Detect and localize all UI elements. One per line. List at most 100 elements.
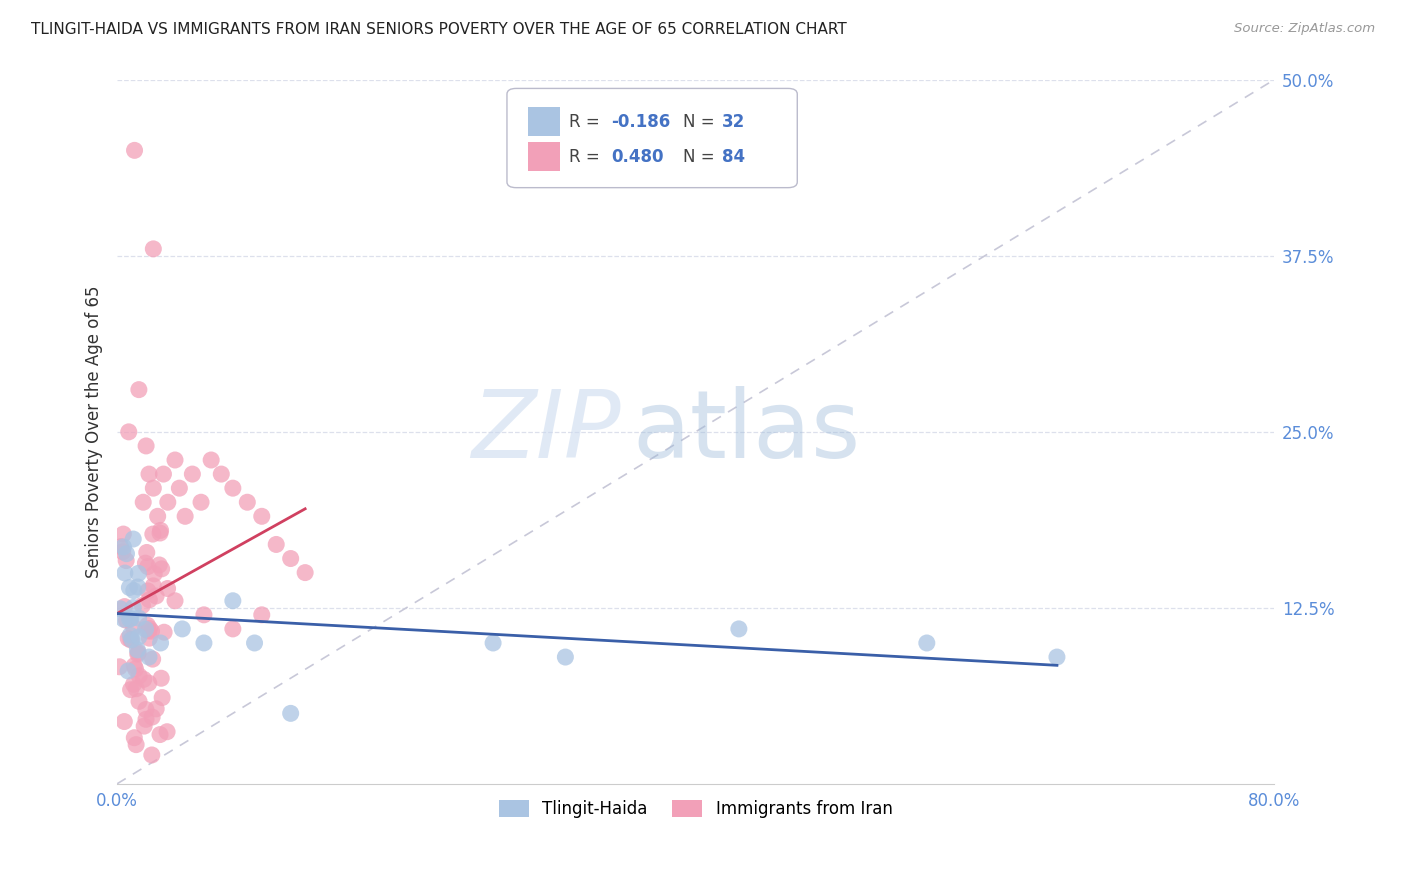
- Point: [124, 662, 146, 676]
- Text: TLINGIT-HAIDA VS IMMIGRANTS FROM IRAN SENIORS POVERTY OVER THE AGE OF 65 CORRELA: TLINGIT-HAIDA VS IMMIGRANTS FROM IRAN SE…: [31, 22, 846, 37]
- Point: [136, 618, 159, 632]
- Point: [141, 710, 163, 724]
- Point: [728, 622, 751, 636]
- Text: atlas: atlas: [631, 386, 860, 478]
- Point: [141, 624, 163, 639]
- Point: [112, 714, 135, 729]
- Point: [118, 612, 141, 626]
- Point: [150, 690, 173, 705]
- Point: [128, 383, 150, 397]
- Point: [128, 694, 150, 708]
- Point: [135, 439, 157, 453]
- Point: [280, 551, 302, 566]
- Point: [120, 682, 142, 697]
- Point: [127, 643, 149, 657]
- Bar: [527, 142, 560, 171]
- Point: [127, 646, 149, 660]
- Point: [122, 620, 145, 634]
- Point: [149, 524, 172, 538]
- Point: [146, 509, 169, 524]
- Point: [127, 647, 149, 661]
- Point: [122, 583, 145, 598]
- Point: [142, 579, 165, 593]
- Point: [135, 702, 157, 716]
- Point: [127, 580, 149, 594]
- Point: [124, 731, 146, 745]
- Point: [152, 467, 174, 481]
- Point: [135, 712, 157, 726]
- Point: [124, 144, 146, 158]
- Point: [127, 566, 149, 581]
- Point: [148, 558, 170, 572]
- Point: [141, 747, 163, 762]
- Point: [112, 527, 135, 541]
- Point: [120, 633, 142, 648]
- Point: [115, 553, 138, 567]
- Point: [110, 540, 132, 554]
- Point: [120, 611, 142, 625]
- Point: [264, 537, 287, 551]
- Point: [190, 495, 212, 509]
- Point: [125, 738, 148, 752]
- Point: [138, 622, 160, 636]
- Point: [163, 593, 186, 607]
- Text: Source: ZipAtlas.com: Source: ZipAtlas.com: [1234, 22, 1375, 36]
- Point: [142, 481, 165, 495]
- Point: [149, 526, 172, 541]
- Point: [150, 671, 173, 685]
- Point: [117, 632, 139, 646]
- Point: [153, 625, 176, 640]
- Point: [122, 532, 145, 546]
- Bar: [527, 107, 560, 136]
- Point: [222, 481, 245, 495]
- Point: [200, 453, 222, 467]
- Point: [174, 509, 197, 524]
- Point: [163, 453, 186, 467]
- Point: [222, 593, 245, 607]
- Point: [120, 628, 142, 642]
- Point: [193, 607, 215, 622]
- Point: [122, 677, 145, 691]
- Text: R =: R =: [569, 148, 606, 166]
- Point: [250, 509, 273, 524]
- Point: [135, 545, 157, 559]
- Point: [114, 599, 136, 614]
- Point: [125, 681, 148, 696]
- Point: [156, 724, 179, 739]
- Point: [132, 495, 155, 509]
- Point: [131, 599, 153, 613]
- Point: [294, 566, 316, 580]
- Point: [243, 636, 266, 650]
- Point: [138, 650, 160, 665]
- Point: [142, 652, 165, 666]
- Text: ZIP: ZIP: [471, 386, 620, 477]
- Text: 84: 84: [723, 148, 745, 166]
- Point: [138, 631, 160, 645]
- Point: [149, 636, 172, 650]
- Point: [193, 636, 215, 650]
- Point: [236, 495, 259, 509]
- Point: [112, 540, 135, 554]
- Point: [111, 544, 134, 558]
- Point: [112, 612, 135, 626]
- Text: -0.186: -0.186: [612, 112, 671, 130]
- Point: [128, 669, 150, 683]
- Point: [117, 664, 139, 678]
- Point: [222, 622, 245, 636]
- Point: [149, 728, 172, 742]
- Point: [142, 527, 165, 541]
- Legend: Tlingit-Haida, Immigrants from Iran: Tlingit-Haida, Immigrants from Iran: [492, 793, 898, 825]
- Point: [169, 481, 191, 495]
- Point: [138, 467, 160, 481]
- Text: N =: N =: [683, 112, 720, 130]
- Point: [128, 630, 150, 644]
- Point: [250, 607, 273, 622]
- FancyBboxPatch shape: [508, 88, 797, 187]
- Text: 0.480: 0.480: [612, 148, 664, 166]
- Point: [114, 566, 136, 580]
- Point: [134, 556, 156, 570]
- Point: [115, 547, 138, 561]
- Point: [156, 582, 179, 596]
- Point: [1046, 650, 1069, 665]
- Point: [138, 592, 160, 607]
